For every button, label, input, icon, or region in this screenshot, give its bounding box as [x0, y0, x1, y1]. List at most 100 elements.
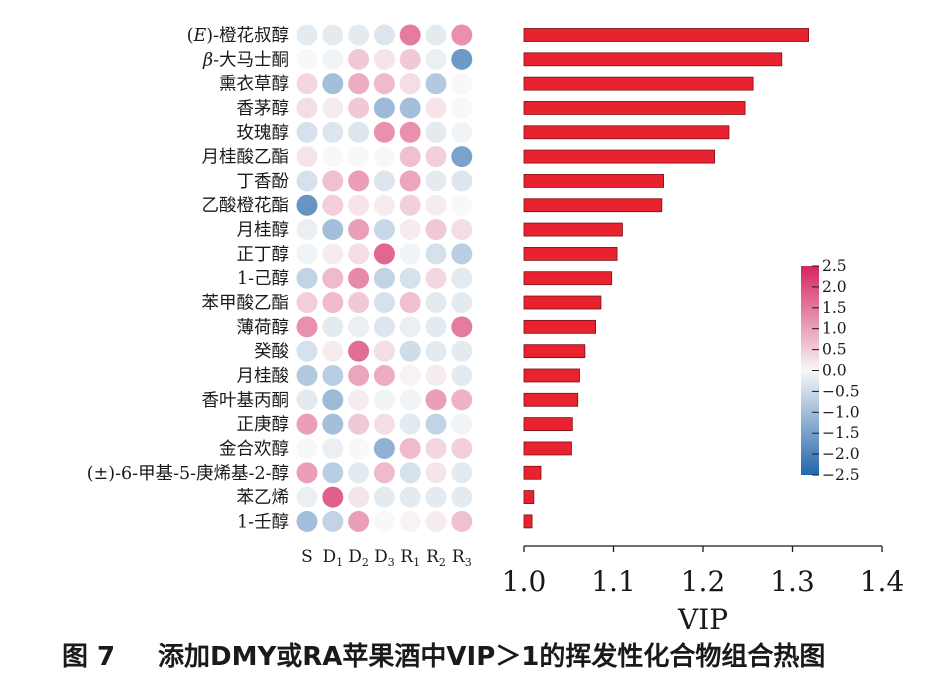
heatmap-cell	[348, 486, 370, 508]
heatmap-cell	[451, 48, 473, 70]
x-tick-label: 1.0	[502, 565, 547, 598]
heatmap-cell	[373, 316, 395, 338]
row-label: 1-壬醇	[237, 512, 289, 532]
heatmap-cell	[322, 364, 344, 386]
heatmap-cell	[399, 292, 421, 314]
row-label: 癸酸	[254, 342, 289, 362]
heatmap-cell	[296, 170, 318, 192]
colorbar-tick-label: −1.0	[822, 403, 860, 421]
heatmap-cell	[425, 292, 447, 314]
vip-bar	[523, 149, 716, 164]
heatmap-cell	[348, 24, 370, 46]
colorbar-tick-label: 1.5	[822, 299, 847, 317]
heatmap-cell	[322, 462, 344, 484]
row-label: 香叶基丙酮	[202, 391, 290, 411]
heatmap-cell	[348, 146, 370, 168]
heatmap-cell	[296, 486, 318, 508]
row-label: 金合欢醇	[219, 439, 289, 459]
row-label: 乙酸橙花酯	[202, 196, 290, 216]
heatmap-cell	[451, 219, 473, 241]
row-label: 月桂酸乙酯	[202, 148, 290, 168]
heatmap-row-labels: (E)-橙花叔醇 β-大马士酮熏衣草醇香茅醇玫瑰醇月桂酸乙酯丁香酚乙酸橙花酯月桂醇…	[87, 26, 290, 532]
heatmap-cell	[425, 437, 447, 459]
vip-bar	[523, 76, 754, 91]
heatmap-cell	[373, 340, 395, 362]
heatmap-cell	[399, 170, 421, 192]
heatmap-cell	[399, 24, 421, 46]
heatmap-cell	[296, 316, 318, 338]
heatmap-cell	[425, 121, 447, 143]
x-tick-label: 1.1	[591, 565, 636, 598]
heatmap-cell	[296, 146, 318, 168]
vip-bar	[523, 52, 783, 67]
heatmap-cell	[296, 194, 318, 216]
heatmap-cell	[451, 194, 473, 216]
heatmap-cell	[322, 170, 344, 192]
vip-bar	[523, 441, 572, 456]
heatmap-cell	[348, 316, 370, 338]
heatmap-column-labels: S D1 D2 D3 R1 R2 R3	[301, 547, 472, 569]
heatmap-cell	[322, 243, 344, 265]
row-label: 月桂醇	[237, 221, 290, 241]
heatmap-cell	[373, 413, 395, 435]
heatmap-cell	[399, 389, 421, 411]
heatmap-cell	[399, 340, 421, 362]
heatmap-cell	[451, 510, 473, 532]
row-label: 熏衣草醇	[219, 75, 289, 95]
x-tick-label: 1.2	[681, 565, 726, 598]
heatmap-cell	[425, 340, 447, 362]
heatmap-cell	[399, 146, 421, 168]
heatmap-cell	[296, 413, 318, 435]
heatmap-cell	[348, 121, 370, 143]
row-label: (±)-6-甲基-5-庚烯基-2-醇	[87, 464, 289, 484]
heatmap-cell	[322, 486, 344, 508]
heatmap-cell	[399, 219, 421, 241]
x-tick-label: 1.4	[860, 565, 905, 598]
heatmap-cell	[399, 413, 421, 435]
heatmap-cell	[425, 48, 447, 70]
heatmap-cell	[425, 146, 447, 168]
heatmap-cell	[451, 146, 473, 168]
row-label: 正庚醇	[237, 415, 290, 435]
heatmap-cell	[399, 462, 421, 484]
heatmap-cell	[425, 267, 447, 289]
vip-bar	[523, 514, 533, 529]
heatmap-cell	[399, 316, 421, 338]
vip-bar	[523, 465, 542, 480]
heatmap-cell	[425, 194, 447, 216]
heatmap-cell	[399, 97, 421, 119]
column-label: D2	[348, 547, 369, 569]
vip-bar	[523, 174, 665, 188]
vip-bar	[523, 198, 663, 213]
heatmap-cell	[348, 292, 370, 314]
heatmap-cell	[425, 389, 447, 411]
heatmap-cell	[296, 243, 318, 265]
heatmap-cell	[348, 340, 370, 362]
vip-x-axis: 1.0 1.1 1.2 1.3 1.4 VIP	[502, 545, 905, 636]
vip-bar	[523, 271, 613, 286]
vip-bar	[523, 490, 535, 504]
heatmap-cell	[425, 462, 447, 484]
heatmap-cell	[399, 267, 421, 289]
colorbar-tick-label: 0.5	[822, 341, 847, 359]
heatmap-cell	[373, 170, 395, 192]
heatmap-cell	[348, 364, 370, 386]
colorbar-tick-label: 0.0	[822, 362, 847, 380]
heatmap-cell	[399, 73, 421, 95]
heatmap-cell	[373, 146, 395, 168]
heatmap-cell	[373, 243, 395, 265]
heatmap-cell	[322, 316, 344, 338]
heatmap-cell	[322, 510, 344, 532]
heatmap-cell	[451, 24, 473, 46]
heatmap-cell	[399, 243, 421, 265]
heatmap-cell	[373, 267, 395, 289]
heatmap-cell	[296, 462, 318, 484]
vip-bar	[523, 344, 586, 359]
vip-bar	[523, 222, 623, 237]
heatmap-cell	[322, 340, 344, 362]
vip-bar	[523, 319, 596, 334]
row-label: 薄荷醇	[237, 318, 290, 338]
heatmap-cell	[373, 194, 395, 216]
row-label: 苯乙烯	[237, 488, 290, 508]
heatmap-cell	[373, 73, 395, 95]
